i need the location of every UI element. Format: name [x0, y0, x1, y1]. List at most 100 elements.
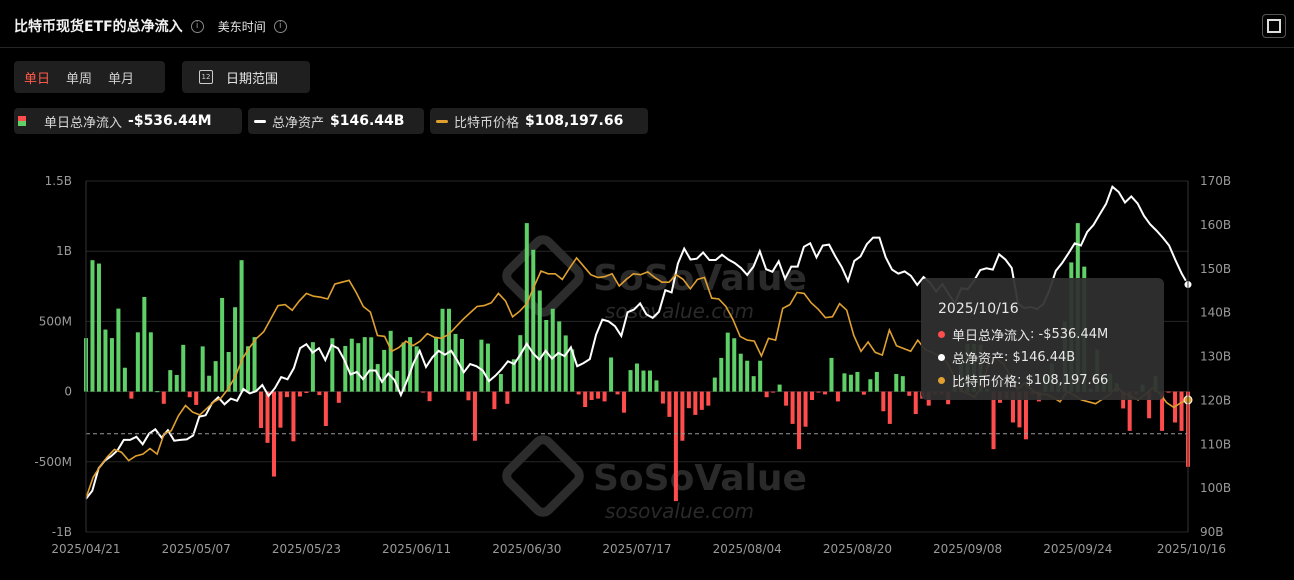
inflow-bar	[712, 377, 717, 392]
tab-weekly[interactable]: 单周	[66, 71, 93, 87]
inflow-bar	[336, 391, 341, 403]
right-axis-tick: 160B	[1200, 218, 1231, 232]
inflow-bar	[492, 391, 497, 410]
legend-price[interactable]: 比特币价格 $108,197.66	[430, 108, 648, 134]
inflow-bar	[375, 364, 380, 392]
inflow-bar	[200, 346, 205, 392]
x-axis-tick: 2025/05/07	[162, 542, 231, 556]
timezone-info-icon[interactable]: i	[273, 19, 287, 33]
inflow-bar	[835, 391, 840, 402]
inflow-bar	[447, 308, 452, 392]
inflow-bar	[673, 391, 678, 502]
inflow-bar	[647, 370, 652, 392]
tooltip-sep-price: :	[1017, 373, 1026, 388]
left-axis-tick: 1.5B	[45, 174, 72, 188]
inflow-bar	[816, 391, 821, 393]
inflow-bar	[181, 344, 186, 392]
inflow-bar	[570, 349, 575, 392]
inflow-bar	[485, 343, 490, 392]
x-axis-tick: 2025/08/20	[823, 542, 892, 556]
timezone-label: 美东时间	[217, 19, 266, 34]
inflow-bar	[434, 336, 439, 392]
watermark-url: sosovalue.com	[605, 299, 754, 323]
inflow-bar	[297, 391, 302, 397]
inflow-bar	[265, 391, 270, 443]
legend-assets-label: 总净资产	[272, 115, 325, 131]
fullscreen-button[interactable]	[1262, 14, 1286, 38]
right-axis-tick: 130B	[1200, 350, 1231, 364]
inflow-bar	[511, 359, 516, 392]
inflow-bar	[304, 391, 309, 393]
date-range-button[interactable]: 12 日期范围	[182, 61, 310, 93]
inflow-bar	[226, 352, 231, 392]
inflow-bar	[719, 357, 724, 392]
legend-inflow[interactable]: 单日总净流入 -$536.44M	[14, 108, 242, 134]
watermark-brand: SoSoValue	[593, 458, 807, 499]
inflow-bar	[738, 353, 743, 392]
tooltip-sep-assets: :	[1004, 350, 1013, 365]
period-selector: 单日 单周 单月	[14, 61, 165, 93]
expand-icon-corner-bl	[1267, 26, 1274, 33]
watermark-url: sosovalue.com	[605, 499, 754, 523]
inflow-bar	[349, 338, 354, 392]
legend-assets[interactable]: 总净资产 $146.44B	[248, 108, 424, 134]
left-axis-tick: 0	[64, 385, 72, 399]
inflow-bar	[803, 391, 808, 427]
x-axis-tick: 2025/08/04	[713, 542, 782, 556]
tooltip-row-assets: 总净资产: $146.44B	[938, 348, 1075, 367]
inflow-bar	[602, 391, 607, 402]
inflow-bar	[310, 342, 315, 392]
header-divider	[0, 47, 1294, 48]
inflow-bar	[855, 371, 860, 392]
inflow-bar	[213, 361, 218, 392]
inflow-bar	[848, 374, 853, 392]
inflow-bar	[557, 321, 562, 392]
tooltip-row-inflow: 单日总净流入: -$536.44M	[938, 325, 1108, 344]
inflow-bar	[589, 391, 594, 401]
x-axis-tick: 2025/09/08	[933, 542, 1002, 556]
inflow-bar	[479, 339, 484, 392]
tooltip-value-inflow: -$536.44M	[1038, 327, 1109, 342]
x-axis-tick: 2025/07/17	[602, 542, 671, 556]
inflow-bar	[148, 332, 153, 392]
inflow-bar	[829, 357, 834, 392]
expand-icon	[1267, 19, 1274, 26]
inflow-bar	[135, 332, 140, 392]
inflow-bar	[991, 391, 996, 450]
inflow-bar	[291, 391, 296, 442]
left-axis-tick: -1B	[52, 525, 72, 539]
inflow-bar	[1160, 391, 1165, 431]
x-axis-tick: 2025/10/16	[1157, 542, 1226, 556]
inflow-bar	[634, 363, 640, 392]
tab-daily[interactable]: 单日	[24, 71, 51, 87]
inflow-bar	[239, 260, 244, 392]
inflow-bar	[1179, 391, 1184, 431]
expand-icon-corner-br	[1274, 26, 1281, 33]
inflow-bar	[388, 330, 393, 392]
inflow-bar	[913, 391, 918, 415]
legend-price-label: 比特币价格	[454, 115, 520, 131]
tooltip-sep-inflow: :	[1030, 327, 1039, 342]
inflow-bar-swatch-icon	[18, 116, 26, 126]
tooltip-label-inflow: 单日总净流入	[952, 329, 1031, 344]
inflow-bar	[596, 391, 601, 399]
inflow-bar	[122, 367, 127, 392]
inflow-bar	[168, 370, 173, 392]
assets-line	[85, 185, 1189, 500]
inflow-bar	[686, 391, 691, 409]
tab-monthly[interactable]: 单月	[108, 71, 135, 87]
inflow-bar	[284, 391, 289, 398]
inflow-bar	[881, 391, 886, 412]
inflow-bar	[537, 290, 542, 392]
inflow-bar	[518, 335, 523, 392]
inflow-bar	[706, 391, 711, 406]
info-icon[interactable]: i	[190, 19, 204, 33]
inflow-bar	[1127, 391, 1132, 431]
inflow-bar	[440, 308, 445, 392]
date-range-label: 日期范围	[226, 71, 279, 87]
inflow-bar	[1010, 391, 1015, 423]
chart-title: 比特币现货ETF的总净流入	[14, 19, 183, 35]
legend-inflow-value: -$536.44M	[128, 113, 212, 129]
legend-price-value: $108,197.66	[525, 113, 624, 129]
